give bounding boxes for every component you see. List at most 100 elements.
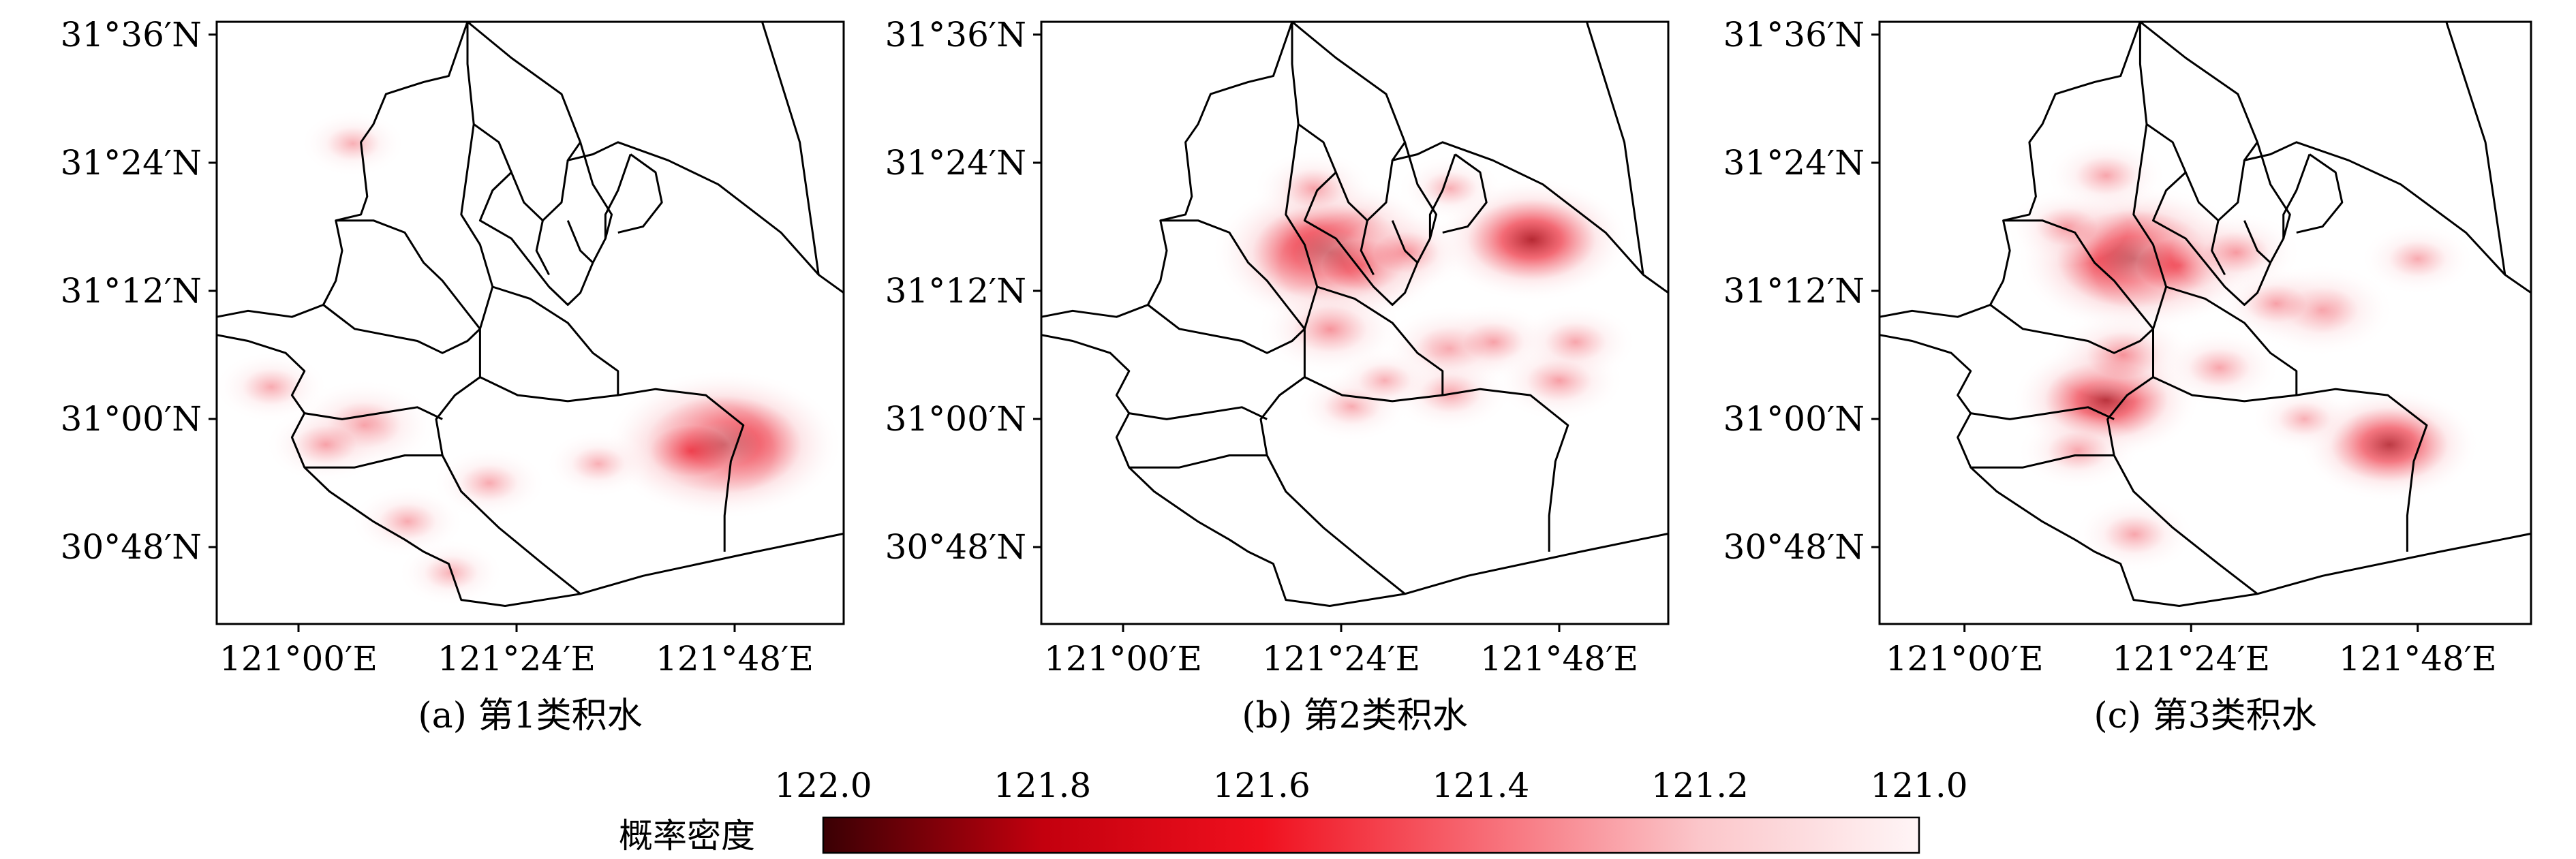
- district-boundary-line: [1391, 220, 1419, 264]
- density-hotspot: [2251, 385, 2358, 453]
- district-boundary-line: [473, 123, 569, 222]
- district-boundary-line: [1879, 20, 2532, 318]
- density-hotspot: [2360, 222, 2476, 296]
- district-boundary-line: [2166, 285, 2298, 396]
- colorbar-gradient: [822, 816, 1920, 854]
- density-hotspot: [609, 399, 773, 503]
- district-boundary-line: [2003, 219, 2154, 330]
- density-hotspot: [2158, 328, 2282, 407]
- density-layer: [2004, 136, 2481, 574]
- district-boundary-line: [1298, 123, 1394, 222]
- district-boundary-line: [579, 142, 613, 239]
- colorbar-tick-label: 121.8: [994, 766, 1091, 805]
- lat-tick-label: 30°48′N: [1723, 527, 1865, 567]
- district-boundary-line: [1129, 454, 1268, 469]
- lon-tick-label: 121°24′E: [2112, 639, 2270, 678]
- lat-tick-label: 30°48′N: [885, 527, 1026, 567]
- district-boundary-line: [617, 153, 663, 234]
- district-boundary-line: [216, 292, 845, 607]
- density-hotspot: [217, 350, 329, 424]
- lon-tick-label: 121°24′E: [1262, 639, 1420, 678]
- district-boundary-line: [1317, 285, 1444, 396]
- district-boundary-line: [335, 219, 481, 330]
- district-boundary-line: [2152, 376, 2428, 552]
- district-boundary-line: [535, 220, 550, 275]
- density-hotspot: [2072, 495, 2196, 574]
- density-hotspot: [299, 110, 407, 177]
- district-boundary-line: [1303, 154, 1456, 306]
- district-boundary-line: [1041, 292, 1670, 607]
- district-boundary-line: [1970, 406, 2115, 420]
- district-boundary-line: [1129, 406, 1268, 420]
- panel-caption: (c) 第3类积水: [2094, 696, 2316, 736]
- district-boundary-line: [2256, 142, 2291, 239]
- axis-ticks: 31°36′N 31°24′N 31°12′N 31°00′N 30°48′N 121°0…: [1723, 15, 2497, 678]
- district-boundary-line: [761, 21, 820, 275]
- lat-tick-label: 31°00′N: [61, 399, 202, 439]
- colorbar-ticks: 122.0 121.8 121.6 121.4 121.2 121.0: [774, 766, 1967, 805]
- lon-tick-label: 121°48′E: [1480, 639, 1638, 678]
- density-hotspot: [431, 447, 547, 520]
- density-hotspot: [2004, 188, 2128, 266]
- lat-tick-label: 31°24′N: [885, 143, 1026, 183]
- colorbar-tick-label: 121.2: [1651, 766, 1749, 805]
- density-hotspot: [1396, 155, 1504, 222]
- district-boundary-line: [1404, 142, 1438, 239]
- district-boundary-line: [492, 285, 619, 396]
- district-boundary-line: [1160, 219, 1306, 330]
- lon-tick-label: 121°24′E: [438, 639, 596, 678]
- colorbar-tick-label: 121.0: [1870, 766, 1967, 805]
- lat-tick-label: 31°00′N: [1723, 399, 1865, 439]
- colorbar-tick-label: 121.4: [1432, 766, 1529, 805]
- district-boundary-line: [216, 20, 844, 318]
- lat-tick-label: 30°48′N: [61, 527, 202, 567]
- lat-tick-label: 31°36′N: [1723, 15, 1865, 54]
- district-boundary-line: [479, 376, 745, 552]
- panel-c: 31°36′N 31°24′N 31°12′N 31°00′N 30°48′N 121°0…: [1723, 15, 2532, 736]
- lat-tick-label: 31°24′N: [61, 143, 202, 183]
- panel-caption: (b) 第2类积水: [1242, 696, 1467, 736]
- map-frame: [1040, 20, 1670, 625]
- district-boundary-line: [478, 154, 632, 306]
- lat-tick-label: 31°12′N: [1723, 271, 1865, 311]
- panel-a: 31°36′N 31°24′N 31°12′N 31°00′N 30°48′N 121°0…: [61, 15, 845, 736]
- map-frame: [1878, 20, 2532, 625]
- district-boundary-line: [2152, 153, 2311, 306]
- density-hotspot: [1514, 303, 1638, 381]
- axis-ticks: 31°36′N 31°24′N 31°12′N 31°00′N 30°48′N 121°0…: [885, 15, 1638, 678]
- district-boundary-line: [1360, 220, 1375, 275]
- lat-tick-label: 31°24′N: [1723, 143, 1865, 183]
- map-frame: [215, 20, 845, 625]
- panel-caption: (a) 第1类积水: [418, 696, 642, 736]
- density-hotspot: [1252, 149, 1376, 228]
- lat-tick-label: 31°12′N: [61, 271, 202, 311]
- district-boundary-line: [1879, 292, 2532, 607]
- lon-tick-label: 121°00′E: [1886, 639, 2044, 678]
- district-boundary-line: [1041, 20, 1669, 318]
- axis-ticks: 31°36′N 31°24′N 31°12′N 31°00′N 30°48′N 121°0…: [61, 15, 814, 678]
- district-boundaries: [216, 20, 845, 607]
- district-boundary-line: [2146, 123, 2245, 222]
- panel-b: 31°36′N 31°24′N 31°12′N 31°00′N 30°48′N 121°0…: [885, 15, 1670, 736]
- district-boundary-line: [322, 304, 481, 354]
- lat-tick-label: 31°36′N: [885, 15, 1026, 54]
- lat-tick-label: 31°36′N: [61, 15, 202, 54]
- district-boundary-line: [2445, 21, 2506, 275]
- colorbar-tick-label: 121.6: [1213, 766, 1310, 805]
- district-boundary-line: [2211, 220, 2226, 276]
- district-boundary-line: [2296, 153, 2344, 234]
- density-hotspot: [350, 485, 465, 558]
- density-layer: [217, 110, 844, 607]
- district-boundary-line: [1304, 376, 1569, 552]
- density-layer: [1210, 149, 1638, 443]
- colorbar: 概率密度 122.0 121.8 121.6 121.4 121.2 121.0: [619, 766, 1968, 856]
- district-boundary-line: [1585, 21, 1644, 275]
- colorbar-tick-label: 122.0: [774, 766, 872, 805]
- district-boundary-line: [1970, 454, 2115, 469]
- density-hotspot: [2016, 412, 2140, 490]
- lon-tick-label: 121°48′E: [656, 639, 814, 678]
- lon-tick-label: 121°00′E: [1044, 639, 1202, 678]
- lon-tick-label: 121°00′E: [219, 639, 378, 678]
- district-boundary-line: [304, 454, 443, 469]
